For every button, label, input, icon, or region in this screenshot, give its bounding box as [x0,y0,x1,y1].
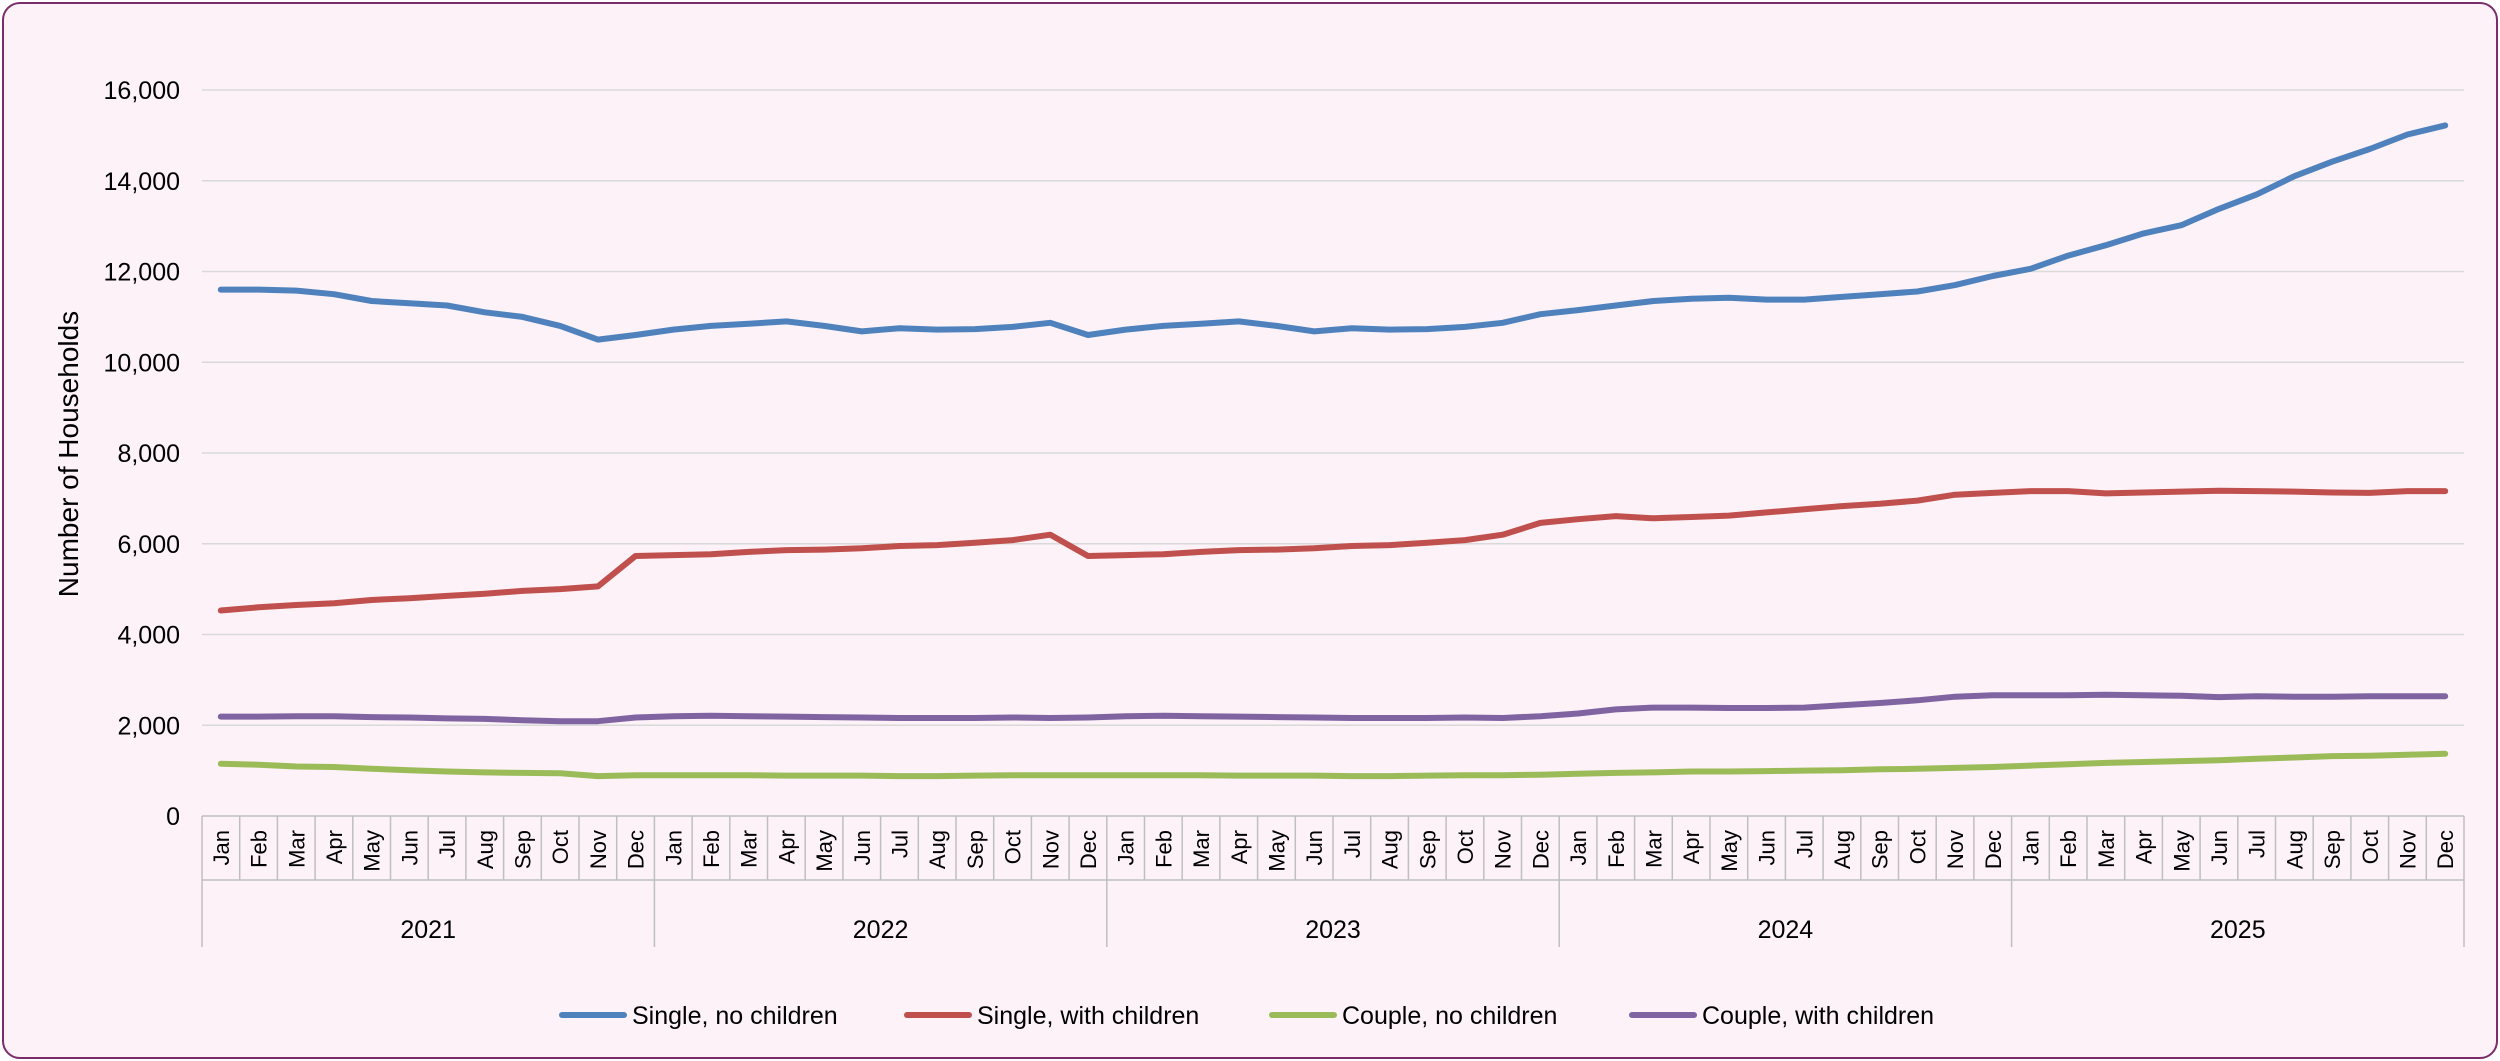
x-tick-month: Oct [1453,830,1478,864]
x-tick-month: Jan [1114,830,1139,865]
x-tick-month: Dec [1076,830,1101,869]
x-tick-month: Jul [435,830,460,858]
x-tick-month: Aug [1830,830,1855,869]
x-axis-ticks: Jan Feb Mar Apr May Jun Jul Aug Sep Oct Nov Dec Jan F… [209,830,2458,944]
legend-label: Couple, with children [1702,1002,1934,1030]
y-tick-label: 12,000 [104,259,180,287]
x-tick-month: Mar [1189,830,1214,868]
x-tick-month: May [812,830,837,872]
y-tick-label: 0 [166,803,180,831]
x-tick-year: 2024 [1758,916,1814,944]
x-tick-month: Nov [1491,830,1516,869]
x-tick-year: 2025 [2210,916,2266,944]
x-tick-month: May [1717,830,1742,872]
x-tick-month: Jan [209,830,234,865]
x-tick-month: Dec [2433,830,2458,869]
x-tick-month: Jun [2207,830,2232,865]
x-tick-month: Aug [2282,830,2307,869]
x-tick-month: Sep [1415,830,1440,869]
y-tick-label: 2,000 [117,712,180,740]
x-tick-month: Apr [1679,830,1704,864]
x-tick-month: Jan [2018,830,2043,865]
legend-item: Couple, no children [1269,1002,1557,1030]
x-tick-month: Nov [586,830,611,869]
x-tick-month: Sep [510,830,535,869]
y-tick-label: 16,000 [104,77,180,105]
x-tick-month: Apr [2132,830,2157,864]
axes [201,815,2465,947]
x-tick-month: Dec [1528,830,1553,869]
x-tick-month: Jun [1755,830,1780,865]
x-tick-month: Feb [1151,830,1176,868]
x-tick-month: Feb [2056,830,2081,868]
x-tick-year: 2022 [853,916,909,944]
x-tick-month: Dec [1981,830,2006,869]
y-tick-label: 4,000 [117,622,180,650]
x-tick-month: Sep [963,830,988,869]
y-axis-label: Number of Households [53,311,84,597]
x-tick-month: Oct [1001,830,1026,864]
x-tick-month: Mar [284,830,309,868]
x-tick-year: 2023 [1305,916,1361,944]
x-tick-month: May [1264,830,1289,872]
line-chart: 0 2,000 4,000 6,000 8,000 10,000 12,000 14,000 1… [53,77,2465,1030]
x-tick-month: Sep [1868,830,1893,869]
y-tick-label: 6,000 [117,531,180,559]
x-tick-month: May [360,830,385,872]
x-tick-month: Oct [2358,830,2383,864]
x-tick-month: Feb [247,830,272,868]
series-line [217,487,2449,614]
y-tick-label: 14,000 [104,168,180,196]
legend-label: Single, no children [632,1002,838,1030]
series-line [217,122,2449,343]
x-tick-month: Apr [774,830,799,864]
x-tick-month: Jul [887,830,912,858]
x-tick-month: Aug [473,830,498,869]
x-tick-month: Mar [2094,830,2119,868]
series-lines [217,122,2449,780]
x-tick-month: Feb [699,830,724,868]
x-tick-month: Jul [2245,830,2270,858]
y-axis-ticks: 0 2,000 4,000 6,000 8,000 10,000 12,000 14,000 1… [104,77,180,831]
x-tick-month: Nov [1038,830,1063,869]
legend-label: Single, with children [977,1002,1199,1030]
x-tick-month: Aug [925,830,950,869]
y-tick-label: 8,000 [117,440,180,468]
gridlines [202,89,2464,726]
x-tick-month: Jun [397,830,422,865]
legend: Single, no children Single, with children… [559,1002,1934,1030]
x-tick-month: Oct [1905,830,1930,864]
series-line [217,691,2449,725]
x-tick-month: Sep [2320,830,2345,869]
x-tick-month: Jun [850,830,875,865]
legend-label: Couple, no children [1342,1002,1557,1030]
x-tick-month: Jan [661,830,686,865]
x-tick-month: Feb [1604,830,1629,868]
legend-item: Single, no children [559,1002,838,1030]
x-tick-month: Mar [1641,830,1666,868]
legend-item: Couple, with children [1629,1002,1934,1030]
x-tick-month: Nov [2395,830,2420,869]
x-tick-month: Dec [624,830,649,869]
x-tick-month: Jul [1792,830,1817,858]
x-tick-month: May [2169,830,2194,872]
x-tick-month: Aug [1378,830,1403,869]
x-tick-month: Jul [1340,830,1365,858]
x-tick-month: Oct [548,830,573,864]
y-tick-label: 10,000 [104,349,180,377]
x-tick-month: Nov [1943,830,1968,869]
x-tick-year: 2021 [400,916,456,944]
x-tick-month: Jan [1566,830,1591,865]
x-tick-month: Apr [1227,830,1252,864]
series-line [217,750,2449,780]
x-tick-month: Mar [737,830,762,868]
legend-item: Single, with children [904,1002,1199,1030]
x-tick-month: Jun [1302,830,1327,865]
x-tick-month: Apr [322,830,347,864]
